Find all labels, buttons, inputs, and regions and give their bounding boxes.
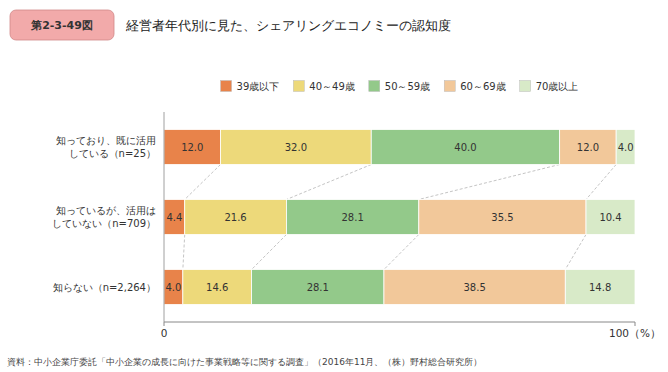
category-label-line: 知っており、既に活用: [56, 135, 156, 146]
data-label: 38.5: [463, 282, 485, 293]
connector-line: [185, 165, 221, 200]
data-label: 12.0: [181, 142, 203, 153]
bar-segment: [586, 200, 635, 235]
category-label: 知っているが、活用はしていない（n=709）: [52, 205, 156, 229]
legend-label: 60～69歳: [460, 81, 505, 92]
data-label: 32.0: [285, 142, 307, 153]
legend-label: 70歳以上: [536, 81, 579, 92]
legend-swatch: [369, 81, 380, 92]
data-label: 4.0: [618, 142, 634, 153]
x-tick: [164, 322, 165, 326]
bar-segment: [286, 200, 418, 235]
x-tick-label: 100（%）: [609, 327, 661, 339]
y-axis: 知っており、既に活用している（n=25） 知っているが、活用はしていない（n=70…: [52, 135, 156, 293]
bar-segment: [371, 130, 559, 165]
legend: 39歳以下 40～49歳 50～59歳 60～69歳 70歳以上: [221, 81, 579, 93]
bar-segment: [384, 270, 565, 305]
data-label: 4.0: [165, 282, 181, 293]
legend-label: 39歳以下: [237, 81, 280, 92]
legend-swatch: [293, 81, 304, 92]
legend-swatch: [221, 81, 232, 92]
category-label-line: していない（n=709）: [52, 218, 156, 229]
data-label: 40.0: [454, 142, 476, 153]
legend-label: 40～49歳: [309, 81, 354, 92]
category-label-line: している（n=25）: [69, 148, 156, 159]
connector-line: [183, 235, 185, 270]
legend-swatch: [444, 81, 455, 92]
connector-line: [565, 235, 586, 270]
footer: 資料：中小企業庁委託「中小企業の成長に向けた事業戦略等に関する調査」（2016年…: [7, 357, 482, 367]
bar-segment: [419, 200, 586, 235]
data-label: 14.8: [589, 282, 611, 293]
data-label: 12.0: [577, 142, 599, 153]
data-label: 14.6: [206, 282, 228, 293]
zero-line: [164, 112, 165, 322]
connector-line: [419, 165, 560, 200]
data-labels: 12.0 32.0 40.0 12.0 4.0 4.4 21.6 28.1 35.5 10.4 4.…: [165, 142, 633, 293]
data-label: 28.1: [307, 282, 329, 293]
bar-segment: [221, 130, 372, 165]
bar-segment: [183, 270, 252, 305]
bar-segment: [164, 200, 185, 235]
data-label: 35.5: [491, 212, 513, 223]
data-label: 21.6: [224, 212, 246, 223]
category-label-line: 知らない（n=2,264）: [53, 282, 156, 293]
legend-swatch: [520, 81, 531, 92]
plot-area: [164, 130, 635, 305]
bar-segment: [164, 270, 183, 305]
data-label: 10.4: [599, 212, 621, 223]
bar-segment: [252, 270, 384, 305]
bar-segment: [560, 130, 617, 165]
connector-line: [586, 165, 616, 200]
legend-label: 50～59歳: [385, 81, 430, 92]
title: 経営者年代別に見た、シェアリングエコノミーの認知度: [125, 18, 451, 33]
x-tick: [635, 322, 636, 326]
bar-segment: [164, 130, 221, 165]
category-label: 知っており、既に活用している（n=25）: [56, 135, 156, 159]
chart: 第2-3-49図 経営者年代別に見た、シェアリングエコノミーの認知度 39歳以下 40…: [0, 0, 668, 372]
data-label: 28.1: [342, 212, 364, 223]
bar-segment: [616, 130, 635, 165]
bar-segment: [185, 200, 287, 235]
figure-label-box: [10, 10, 114, 40]
category-label-line: 知っているが、活用は: [56, 205, 156, 216]
data-label: 4.4: [166, 212, 182, 223]
figure-label: 第2-3-49図: [30, 19, 93, 32]
x-axis-line: [164, 322, 635, 323]
category-label: 知らない（n=2,264）: [53, 282, 156, 293]
connector-line: [384, 235, 419, 270]
bar-segment: [565, 270, 635, 305]
x-axis: 0 100（%）: [161, 112, 661, 339]
connector-line: [286, 165, 371, 200]
connector-line: [252, 235, 287, 270]
x-tick-label: 0: [161, 327, 168, 339]
